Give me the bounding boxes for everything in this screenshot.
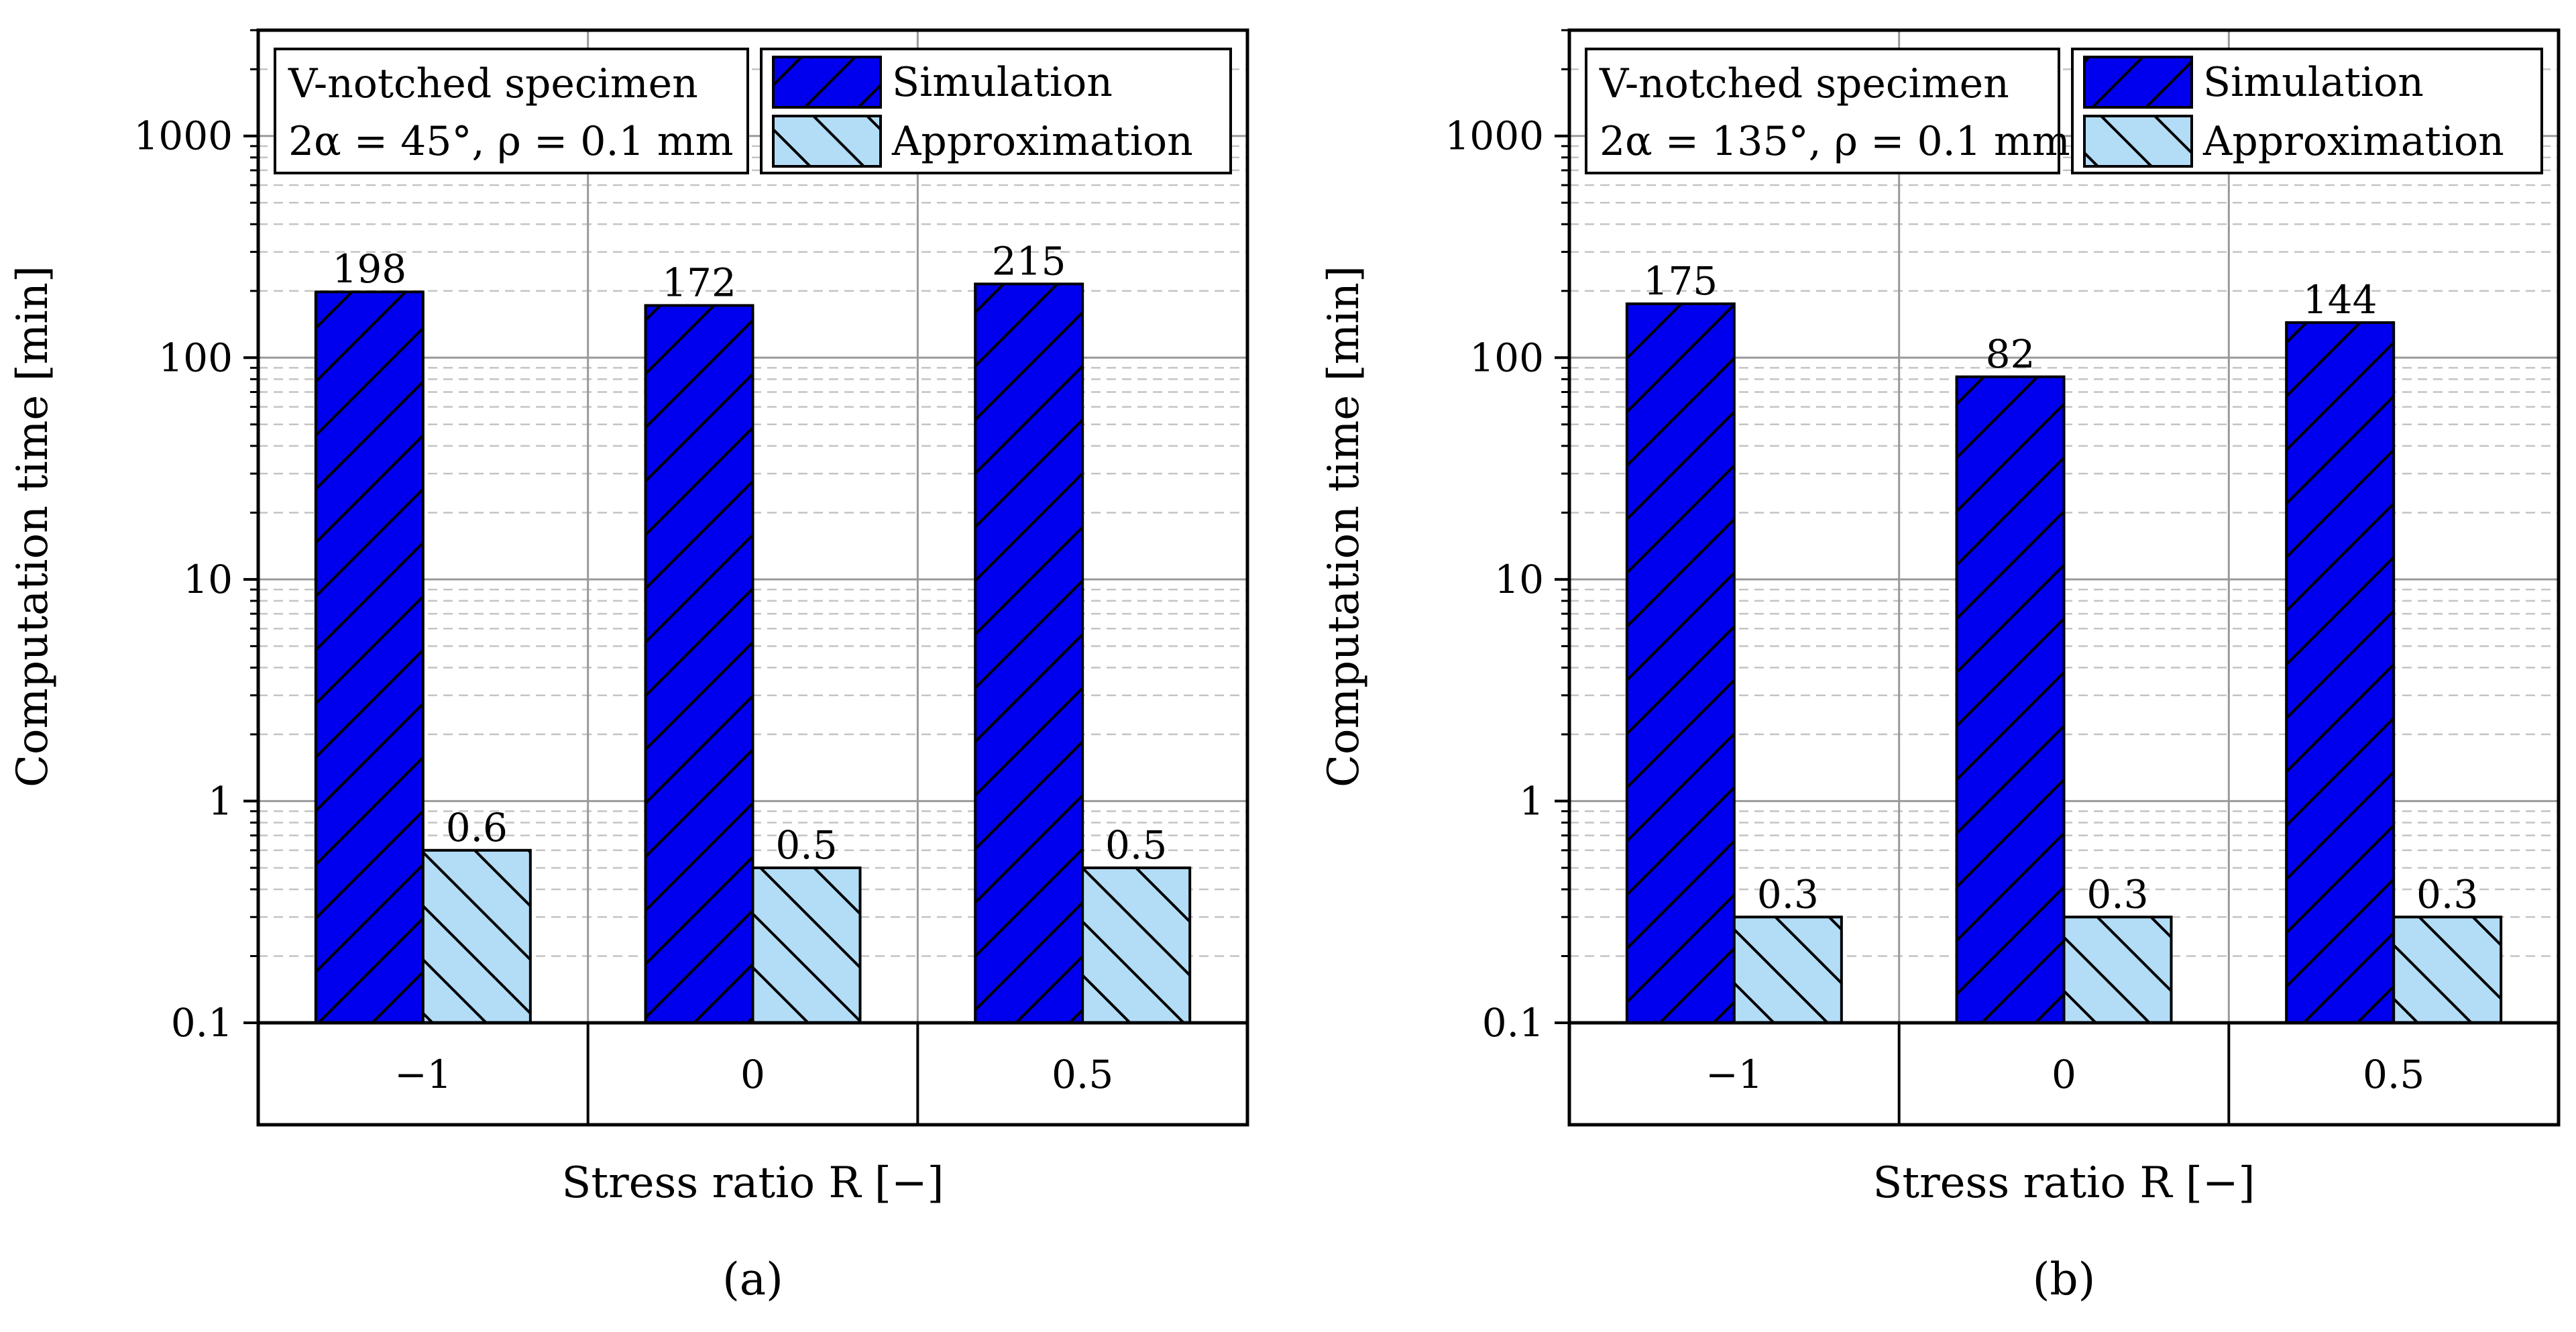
annotation-line-2: 2α = 45°, ρ = 0.1 mm [288,118,734,165]
simulation-bar-hatch [1955,375,2066,1024]
simulation-data-label: 215 [992,238,1066,284]
y-axis-title: Computation time [min] [1319,266,1369,787]
x-category-label: −1 [394,1052,452,1097]
specimen-annotation: V-notched specimen 2α = 135°, ρ = 0.1 mm [1585,48,2070,174]
approximation-data-label: 0.3 [2416,871,2478,917]
approximation-bar-hatch [1732,915,1843,1024]
y-tick-label: 10 [1494,557,1544,602]
simulation-bar-hatch [2285,321,2396,1024]
approximation-bar-hatch [421,848,532,1024]
simulation-bar-hatch [974,282,1084,1024]
simulation-bar-hatch [1625,302,1736,1025]
legend-swatch-hatch-approximation [2083,115,2193,168]
x-axis-title: Stress ratio R [−] [1873,1158,2255,1208]
x-category-label: 0 [2052,1052,2076,1097]
annotation-box [274,48,749,174]
approximation-data-label: 0.3 [1757,871,1819,917]
x-axis-title: Stress ratio R [−] [562,1158,944,1208]
panel-caption: (b) [2033,1254,2096,1305]
approximation-data-label: 0.3 [2086,871,2148,917]
legend-label-simulation: Simulation [2203,59,2424,106]
approximation-data-label: 0.6 [446,805,508,850]
panel-caption: (a) [722,1254,783,1305]
approximation-data-label: 0.5 [775,822,837,868]
annotation-line-1: V-notched specimen [1599,60,2009,107]
simulation-data-label: 172 [662,260,736,305]
x-category-label: 0 [740,1052,765,1097]
annotation-line-2: 2α = 135°, ρ = 0.1 mm [1600,118,2070,165]
simulation-data-label: 198 [332,246,406,292]
x-category-label: 0.5 [2363,1052,2424,1097]
y-tick-label: 10 [183,557,233,602]
approximation-bar-hatch [2392,915,2503,1024]
simulation-bar-hatch [314,290,425,1024]
legend: Simulation Approximation [760,48,1232,174]
legend-label-approximation: Approximation [2202,118,2504,165]
y-tick-label: 100 [158,335,233,380]
legend-label-simulation: Simulation [892,59,1113,106]
x-category-label: 0.5 [1052,1052,1113,1097]
y-axis-title: Computation time [min] [8,266,58,787]
legend-swatch-hatch-simulation [772,56,882,109]
y-tick-label: 0.1 [1482,1000,1544,1046]
annotation-box [1585,48,2060,174]
category-table [256,1021,1249,1127]
legend-label-approximation: Approximation [891,118,1193,165]
y-tick-label: 1000 [1445,113,1544,159]
y-tick-label: 1 [1519,778,1544,824]
y-tick-label: 1000 [133,113,233,159]
annotation-line-1: V-notched specimen [288,60,698,107]
specimen-annotation: V-notched specimen 2α = 45°, ρ = 0.1 mm [274,48,749,174]
y-tick-label: 0.1 [171,1000,233,1046]
approximation-bar-hatch [751,866,862,1024]
approximation-data-label: 0.5 [1105,822,1167,868]
x-category-label: −1 [1705,1052,1763,1097]
simulation-data-label: 175 [1643,258,1718,304]
legend-swatch-hatch-approximation [772,115,882,168]
legend: Simulation Approximation [2071,48,2543,174]
y-tick-label: 1 [208,778,233,824]
chart-panel-b: 0.1 1 10 100 1000 175 0.3 −1 82 0.3 0 144 0.3 0.5 V-no… [1319,28,2561,1305]
category-table [1567,1021,2561,1127]
approximation-bar-hatch [1081,866,1192,1024]
y-tick-label: 100 [1469,335,1544,380]
simulation-data-label: 82 [1986,331,2035,377]
approximation-bar-hatch [2062,915,2173,1024]
legend-swatch-hatch-simulation [2083,56,2193,109]
simulation-data-label: 144 [2303,277,2377,323]
chart-panel-a: 0.1 1 10 100 1000 198 0.6 −1 172 0.5 0 215 0.5 0.5 V-n… [8,28,1249,1305]
simulation-bar-hatch [644,304,754,1025]
